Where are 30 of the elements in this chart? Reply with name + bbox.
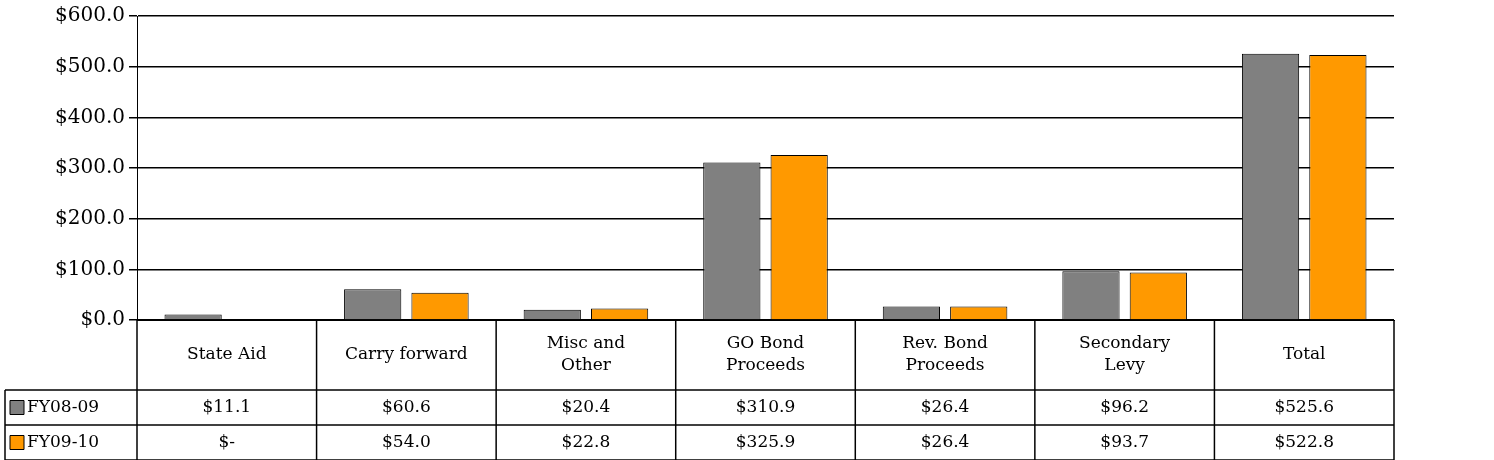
- y-tick-label: $0.0: [80, 306, 125, 331]
- y-tick-label: $500.0: [55, 52, 125, 77]
- y-tick-label: $200.0: [55, 204, 125, 229]
- data-label: $22.8: [561, 430, 611, 451]
- x-tick-label: Total: [1282, 343, 1326, 364]
- data-label: $26.4: [920, 395, 970, 416]
- y-tick-label: $300.0: [55, 154, 125, 179]
- data-label: $60.6: [382, 395, 431, 416]
- x-tick-label: Carry forward: [344, 343, 468, 364]
- y-tick-label: $600.0: [55, 2, 125, 27]
- data-label: $96.2: [1100, 395, 1149, 416]
- x-tick-label: Rev. Bond Proceeds: [902, 332, 989, 375]
- legend-label: FY09-10: [27, 430, 100, 451]
- x-tick-label: GO Bond Proceeds: [725, 332, 806, 375]
- data-label: $525.6: [1274, 395, 1334, 416]
- data-label: $325.9: [735, 430, 796, 451]
- x-tick-label: Misc and Other: [546, 332, 626, 375]
- data-label: $93.7: [1100, 430, 1149, 451]
- legend-label: FY08-09: [27, 395, 100, 416]
- data-label: $-: [218, 430, 236, 451]
- y-tick-label: $100.0: [55, 255, 125, 280]
- data-label: $11.1: [202, 395, 252, 416]
- data-label: $522.8: [1274, 430, 1334, 451]
- x-tick-label: State Aid: [187, 343, 267, 364]
- data-label: $20.4: [561, 395, 611, 416]
- data-label: $54.0: [382, 430, 431, 451]
- data-label: $26.4: [920, 430, 970, 451]
- x-tick-label: Secondary Levy: [1079, 332, 1171, 375]
- data-label: $310.9: [735, 395, 796, 416]
- y-tick-label: $400.0: [55, 103, 125, 128]
